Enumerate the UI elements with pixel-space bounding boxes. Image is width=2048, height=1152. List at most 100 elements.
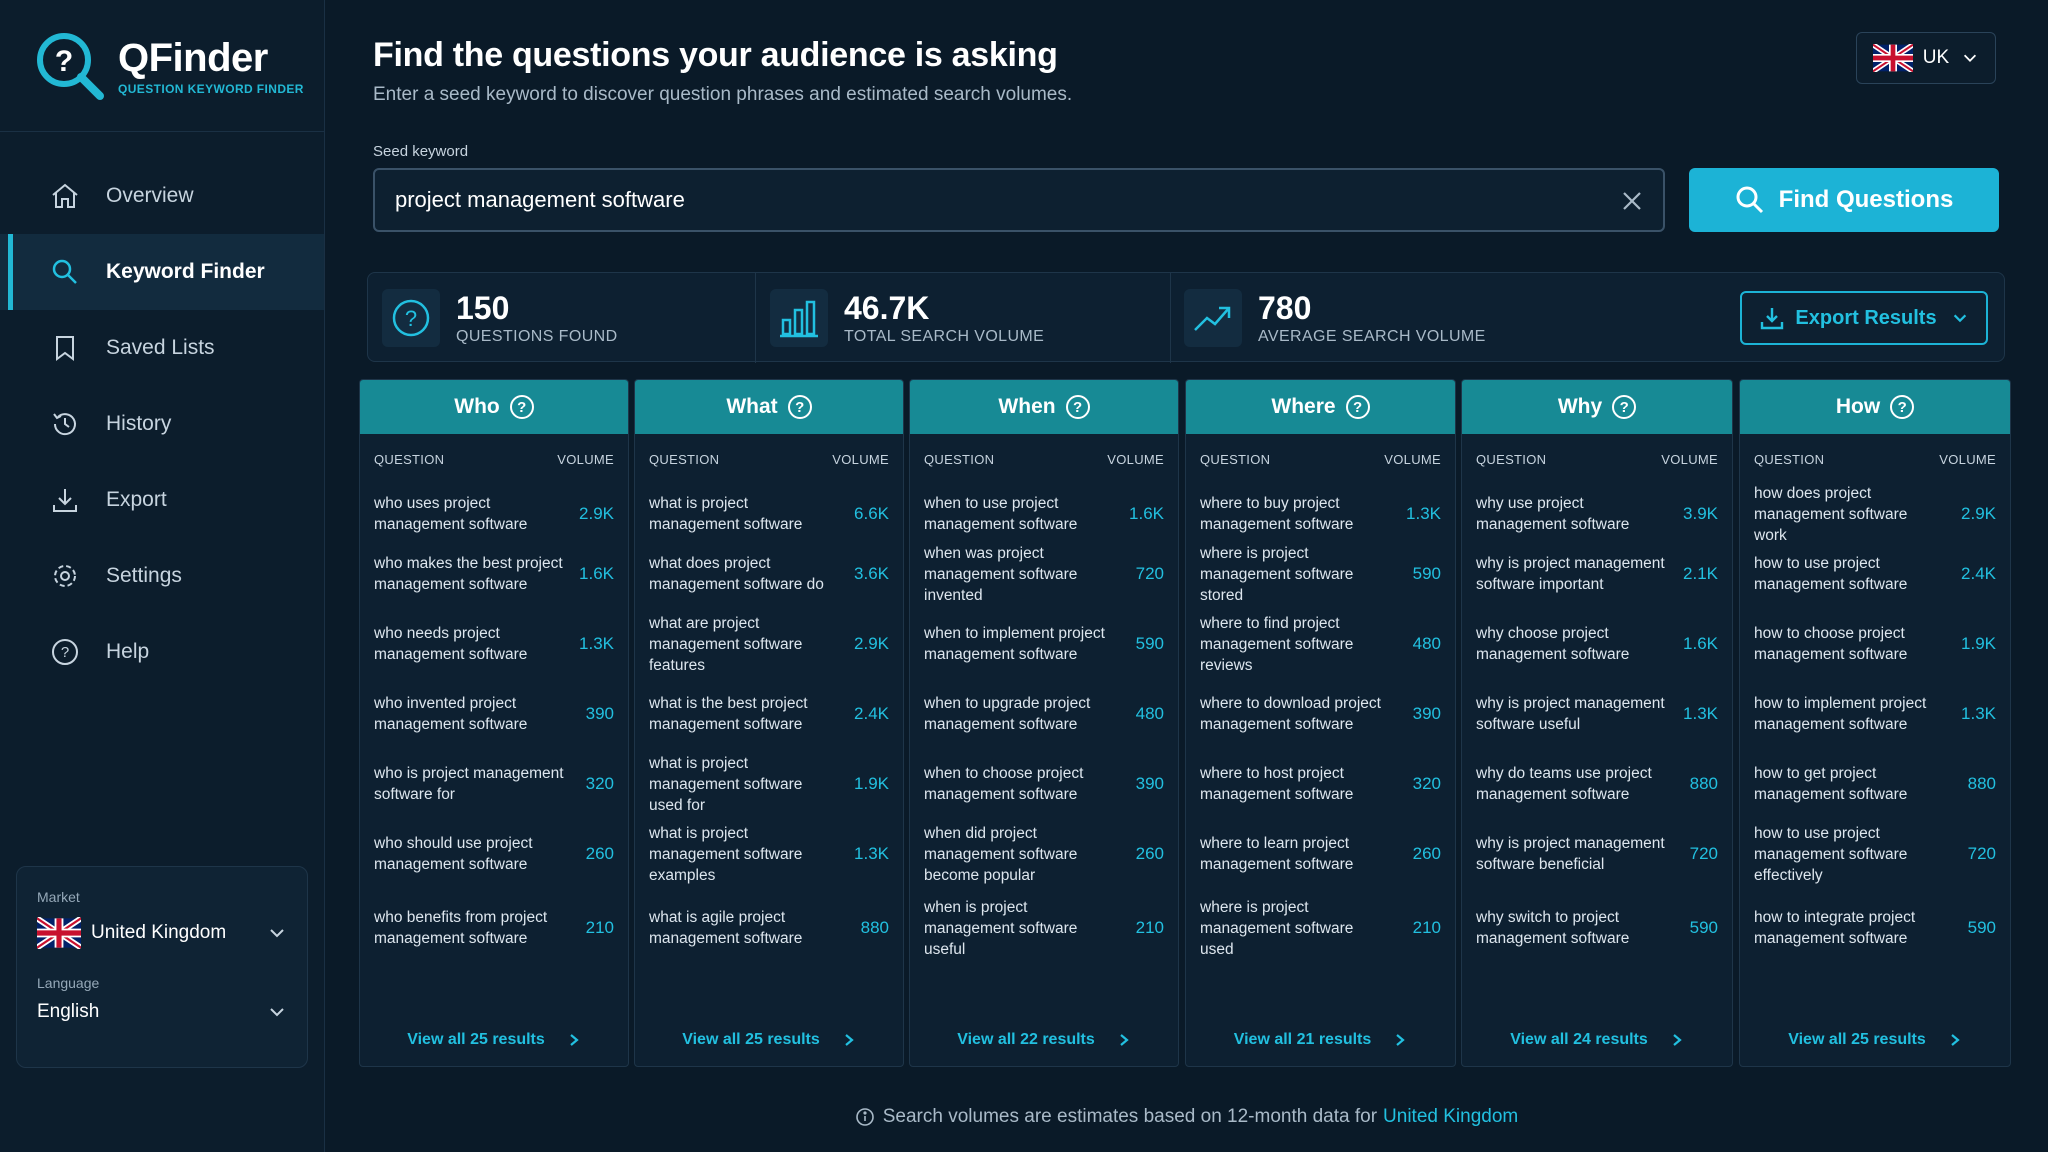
question-text: what is project management software — [649, 495, 803, 533]
column-what: What? QUESTION VOLUME what is project manag… — [634, 379, 904, 1067]
question-row[interactable]: how to get project management software 88… — [1740, 753, 2010, 815]
column-subheader: QUESTION VOLUME — [635, 434, 903, 484]
help-icon[interactable]: ? — [1890, 395, 1915, 419]
volume-value: 210 — [1135, 918, 1164, 937]
view-all-link[interactable]: View all 21 results — [1186, 1022, 1455, 1058]
question-row[interactable]: where to buy project management software… — [1186, 483, 1455, 545]
nav-item-history[interactable]: History — [0, 386, 324, 462]
question-row[interactable]: why do teams use project management soft… — [1462, 753, 1732, 815]
question-row[interactable]: why is project management software usefu… — [1462, 683, 1732, 745]
question-row[interactable]: who makes the best project management so… — [360, 543, 628, 605]
question-row[interactable]: when to choose project management softwa… — [910, 753, 1178, 815]
footer-market-link[interactable]: United Kingdom — [1383, 1106, 1519, 1127]
question-row[interactable]: how to implement project management soft… — [1740, 683, 2010, 745]
question-row[interactable]: where to download project management sof… — [1186, 683, 1455, 745]
view-all-link[interactable]: View all 25 results — [635, 1022, 903, 1058]
nav-item-export[interactable]: Export — [0, 462, 324, 538]
question-row[interactable]: why switch to project management softwar… — [1462, 897, 1732, 959]
question-text: when to choose project management softwa… — [924, 765, 1084, 803]
question-row[interactable]: who benefits from project management sof… — [360, 897, 628, 959]
market-select[interactable]: United Kingdom — [37, 917, 287, 949]
language-select[interactable]: English — [37, 1001, 287, 1023]
volume-value: 880 — [860, 918, 889, 937]
help-icon[interactable]: ? — [1065, 395, 1090, 419]
question-row[interactable]: when to use project management software 1… — [910, 483, 1178, 545]
question-row[interactable]: what does project management software do… — [635, 543, 903, 605]
question-row[interactable]: what is the best project management soft… — [635, 683, 903, 745]
column-how: How? QUESTION VOLUME how does project manag… — [1739, 379, 2011, 1067]
question-row[interactable]: who needs project management software 1.3… — [360, 613, 628, 675]
question-row[interactable]: why is project management software benef… — [1462, 823, 1732, 885]
question-row[interactable]: who uses project management software 2.9K — [360, 483, 628, 545]
question-row[interactable]: why use project management software 3.9K — [1462, 483, 1732, 545]
stat-average-volume: 780 AVERAGE SEARCH VOLUME — [1184, 273, 1486, 363]
volume-value: 480 — [1412, 634, 1441, 653]
question-row[interactable]: how does project management software wor… — [1740, 483, 2010, 545]
question-row[interactable]: what are project management software fea… — [635, 613, 903, 675]
help-icon[interactable]: ? — [787, 395, 812, 419]
question-row[interactable]: where is project management software use… — [1186, 897, 1455, 959]
nav-item-help[interactable]: ? Help — [0, 614, 324, 690]
chevron-down-icon — [270, 929, 284, 938]
question-row[interactable]: when to upgrade project management softw… — [910, 683, 1178, 745]
nav-item-keyword-finder[interactable]: Keyword Finder — [0, 234, 324, 310]
help-icon[interactable]: ? — [509, 395, 534, 419]
question-text: who is project management software for — [374, 765, 564, 803]
view-all-label: View all 22 results — [957, 1031, 1095, 1048]
view-all-link[interactable]: View all 25 results — [1740, 1022, 2010, 1058]
seed-keyword-field[interactable] — [373, 168, 1665, 232]
question-row[interactable]: what is project management software used… — [635, 753, 903, 815]
question-text: when is project management software usef… — [924, 898, 1078, 958]
question-row[interactable]: where to find project management softwar… — [1186, 613, 1455, 675]
question-row[interactable]: what is project management software exam… — [635, 823, 903, 885]
view-all-label: View all 25 results — [682, 1031, 820, 1048]
question-row[interactable]: why is project management software impor… — [1462, 543, 1732, 605]
question-row[interactable]: how to use project management software 2.… — [1740, 543, 2010, 605]
question-text: how to implement project management soft… — [1754, 695, 1927, 733]
question-row[interactable]: what is project management software 6.6K — [635, 483, 903, 545]
question-row[interactable]: who invented project management software… — [360, 683, 628, 745]
question-text: when was project management software inv… — [924, 544, 1078, 604]
nav-item-overview[interactable]: Overview — [0, 158, 324, 234]
volume-value: 880 — [1689, 774, 1718, 793]
column-header: What? — [635, 380, 903, 434]
question-text: how does project management software wor… — [1754, 484, 1908, 544]
export-results-button[interactable]: Export Results — [1740, 291, 1988, 345]
close-icon[interactable] — [1619, 188, 1645, 214]
column-subheader: QUESTION VOLUME — [1186, 434, 1455, 484]
question-row[interactable]: how to choose project management softwar… — [1740, 613, 2010, 675]
question-text: how to use project management software — [1754, 555, 1908, 593]
volume-value: 1.3K — [854, 844, 889, 863]
volume-value: 2.4K — [1961, 564, 1996, 583]
question-row[interactable]: who is project management software for 32… — [360, 753, 628, 815]
help-icon[interactable]: ? — [1345, 395, 1370, 419]
view-all-link[interactable]: View all 22 results — [910, 1022, 1178, 1058]
question-text: where is project management software sto… — [1200, 544, 1354, 604]
question-row[interactable]: when to implement project management sof… — [910, 613, 1178, 675]
brand[interactable]: ? QFinder QUESTION KEYWORD FINDER — [0, 0, 324, 132]
view-all-label: View all 25 results — [407, 1031, 545, 1048]
view-all-link[interactable]: View all 24 results — [1462, 1022, 1732, 1058]
view-all-link[interactable]: View all 25 results — [360, 1022, 628, 1058]
question-row[interactable]: how to integrate project management soft… — [1740, 897, 2010, 959]
help-icon[interactable]: ? — [1612, 395, 1637, 419]
question-row[interactable]: when is project management software usef… — [910, 897, 1178, 959]
volume-value: 390 — [585, 704, 614, 723]
question-row[interactable]: where to host project management softwar… — [1186, 753, 1455, 815]
question-row[interactable]: where to learn project management softwa… — [1186, 823, 1455, 885]
seed-keyword-input[interactable] — [395, 187, 1595, 213]
question-row[interactable]: where is project management software sto… — [1186, 543, 1455, 605]
volume-value: 320 — [1412, 774, 1441, 793]
find-questions-button[interactable]: Find Questions — [1689, 168, 1999, 232]
question-row[interactable]: when was project management software inv… — [910, 543, 1178, 605]
question-text: why choose project management software — [1476, 625, 1630, 663]
question-row[interactable]: why choose project management software 1.… — [1462, 613, 1732, 675]
question-row[interactable]: who should use project management softwa… — [360, 823, 628, 885]
chevron-down-icon — [270, 1008, 284, 1017]
nav-item-settings[interactable]: Settings — [0, 538, 324, 614]
question-row[interactable]: how to use project management software e… — [1740, 823, 2010, 885]
question-row[interactable]: what is agile project management softwar… — [635, 897, 903, 959]
question-row[interactable]: when did project management software bec… — [910, 823, 1178, 885]
nav-item-saved-lists[interactable]: Saved Lists — [0, 310, 324, 386]
country-select[interactable]: UK — [1856, 32, 1996, 84]
